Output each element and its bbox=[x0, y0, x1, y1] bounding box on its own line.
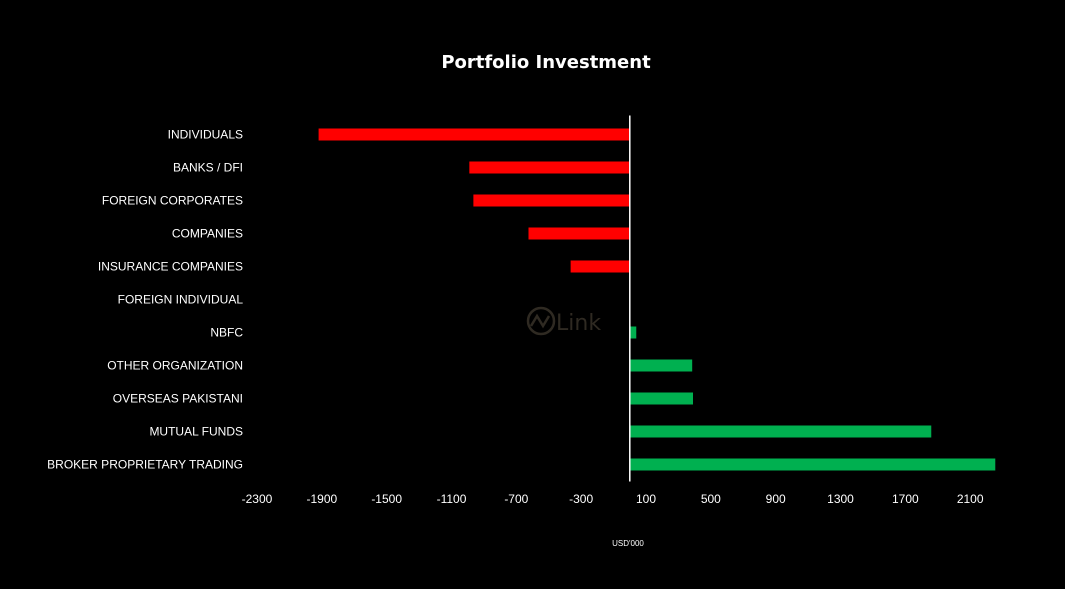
link-logo-icon bbox=[526, 306, 556, 336]
bar bbox=[629, 458, 996, 471]
category-label: OTHER ORGANIZATION bbox=[107, 359, 243, 373]
watermark-logo: Link bbox=[526, 306, 601, 336]
bar bbox=[570, 260, 630, 273]
category-label: MUTUAL FUNDS bbox=[149, 425, 243, 439]
x-tick-labels: -2300 -1900 -1500 -1100 -700 -300 100 500 900 130… bbox=[242, 492, 984, 506]
bar bbox=[629, 359, 693, 372]
category-label: FOREIGN INDIVIDUAL bbox=[118, 293, 244, 307]
x-tick-label: -1100 bbox=[437, 492, 467, 506]
x-axis-title: USD'000 bbox=[612, 539, 644, 548]
x-tick-label: 1700 bbox=[892, 492, 919, 506]
bar bbox=[629, 425, 932, 438]
x-tick-label: 900 bbox=[766, 492, 786, 506]
category-label: COMPANIES bbox=[172, 227, 243, 241]
watermark-text: Link bbox=[556, 311, 601, 336]
category-label: BANKS / DFI bbox=[173, 161, 243, 175]
bar bbox=[473, 194, 630, 207]
bar bbox=[528, 227, 630, 240]
category-label: INSURANCE COMPANIES bbox=[98, 260, 243, 274]
x-tick-label: 1300 bbox=[827, 492, 854, 506]
x-tick-label: 2100 bbox=[957, 492, 984, 506]
bar bbox=[469, 161, 630, 174]
category-label: INDIVIDUALS bbox=[168, 128, 243, 142]
chart-title: Portfolio Investment bbox=[441, 52, 651, 73]
category-labels: INDIVIDUALS BANKS / DFI FOREIGN CORPORATES… bbox=[47, 128, 243, 472]
x-tick-label: -300 bbox=[569, 492, 593, 506]
category-label: NBFC bbox=[210, 326, 243, 340]
x-tick-label: -1900 bbox=[306, 492, 337, 506]
x-tick-label: 100 bbox=[636, 492, 656, 506]
bar bbox=[629, 326, 637, 339]
x-tick-label: 500 bbox=[701, 492, 721, 506]
x-tick-label: -1500 bbox=[371, 492, 402, 506]
category-label: FOREIGN CORPORATES bbox=[102, 194, 243, 208]
category-label: BROKER PROPRIETARY TRADING bbox=[47, 458, 243, 472]
x-tick-label: -2300 bbox=[242, 492, 273, 506]
bars-layer bbox=[318, 128, 996, 471]
bar bbox=[318, 128, 630, 141]
category-label: OVERSEAS PAKISTANI bbox=[113, 392, 243, 406]
x-tick-label: -700 bbox=[504, 492, 528, 506]
bar bbox=[629, 392, 694, 405]
